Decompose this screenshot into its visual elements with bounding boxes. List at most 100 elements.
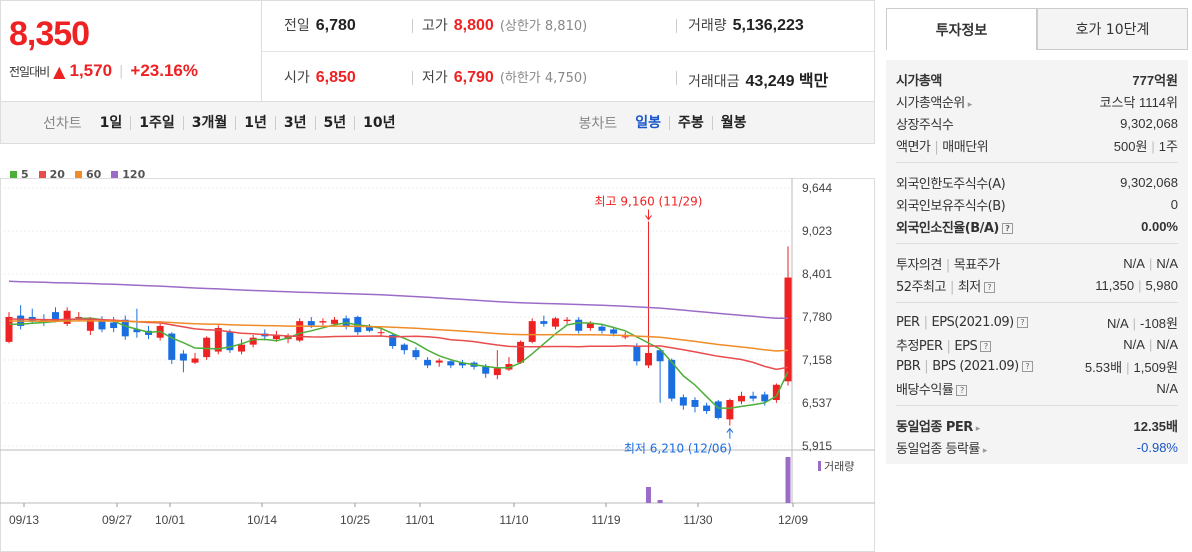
high-annotation: 최고 9,160 (11/29) [594, 194, 702, 208]
info-row: 동일업종 등락률 ▸ -0.98% [896, 436, 1178, 458]
label-text: 상장주식수 [896, 117, 954, 133]
info-section: 투자의견 | 목표주가 N/A | N/A 52주최고 | 최저? 11,350 | 5,980 [896, 244, 1178, 303]
value-part: 11,350 [1095, 277, 1135, 293]
period-line_items-2[interactable]: 3개월 [182, 115, 236, 130]
current-price-box: 8,350 전일대비 ▲ 1,570 | +23.16% [0, 0, 262, 102]
prev-close-label: 전일 [284, 18, 310, 34]
divider: | [1148, 255, 1153, 271]
candle-body [238, 344, 246, 352]
help-icon[interactable]: ? [980, 340, 992, 352]
candle-body [679, 397, 687, 406]
candle-body [737, 395, 745, 402]
chevron-right-icon[interactable]: ▸ [982, 445, 988, 456]
y-tick-label: 7,158 [802, 353, 832, 367]
info-row-value: 코스닥 1114위 [1099, 94, 1178, 110]
info-row: 52주최고 | 최저? 11,350 | 5,980 [896, 274, 1178, 296]
help-icon[interactable]: ? [1021, 360, 1033, 372]
info-section: 시가총액 777억원 시가총액순위 ▸ 코스닥 1114위 상장주식수 9,302,068 액… [896, 60, 1178, 163]
period-line_items-4[interactable]: 3년 [274, 115, 315, 130]
low-arrowhead [726, 427, 734, 433]
divider: | [1148, 336, 1153, 352]
open-price: 시가 6,850 [284, 67, 356, 87]
info-row-value: N/A | -108원 [1107, 313, 1178, 332]
info-row-value: 5.53배 | 1,509원 [1085, 357, 1178, 376]
help-icon[interactable]: ? [983, 281, 995, 293]
x-tick-label: 09/13 [9, 513, 39, 527]
divider [412, 19, 413, 33]
info-row-label: 외국인한도주식수(A) [896, 173, 1006, 192]
volume-bar [645, 487, 651, 503]
period-line_items-1[interactable]: 1주일 [130, 115, 183, 130]
info-row-label: 시가총액 [896, 70, 942, 89]
info-row: 액면가 | 매매단위 500원 | 1주 [896, 134, 1178, 156]
period-candle_items-1[interactable]: 주봉 [668, 115, 712, 130]
value-part: N/A [1123, 255, 1145, 271]
chevron-right-icon[interactable]: ▸ [967, 99, 973, 110]
y-tick-label: 8,401 [802, 267, 832, 281]
candle-chart-label: 봉차트 [578, 115, 618, 132]
tab-investment-info[interactable]: 투자정보 [886, 8, 1037, 50]
label-part: PBR [896, 358, 921, 374]
candle-body [168, 333, 176, 360]
volume-bar [785, 457, 791, 503]
value-part: 5,980 [1145, 277, 1178, 293]
candle-body [5, 316, 13, 342]
divider: | [1132, 315, 1137, 331]
candle-body [226, 332, 234, 351]
candle-body [365, 326, 373, 331]
chevron-right-icon[interactable]: ▸ [975, 423, 981, 434]
value-part: 1주 [1158, 138, 1178, 154]
label-part: 최저 [957, 279, 981, 295]
period-line_items-5[interactable]: 5년 [314, 115, 355, 130]
info-row-label: PER | EPS(2021.09)? [896, 315, 1028, 330]
value-part: N/A [1156, 255, 1178, 271]
volume-legend: 거래량 [818, 458, 854, 474]
info-tabs: 투자정보 호가 10단계 [886, 8, 1188, 50]
candle-body [435, 360, 443, 363]
candle-body [726, 399, 734, 420]
divider: | [946, 338, 951, 354]
info-row-value: 500원 | 1주 [1114, 136, 1178, 155]
y-tick-label: 5,915 [802, 439, 832, 453]
line-period-list: 1일 1주일 3개월 1년 3년 5년 10년 [92, 114, 404, 131]
info-row-label: PBR | BPS (2021.09)? [896, 359, 1033, 374]
ma-legend: 5 20 60 120 [10, 168, 145, 181]
help-icon[interactable]: ? [1001, 222, 1013, 234]
label-text: 동일업종 등락률 [896, 441, 980, 457]
help-icon[interactable]: ? [1016, 316, 1028, 328]
period-candle_items-2[interactable]: 월봉 [711, 115, 755, 130]
info-row-label: 동일업종 등락률 ▸ [896, 438, 987, 457]
open-value: 6,850 [315, 69, 356, 86]
period-line_items-6[interactable]: 10년 [354, 115, 403, 130]
volume-bar [657, 500, 663, 503]
x-tick-label: 11/10 [499, 513, 528, 527]
line-chart-label: 선차트 [43, 115, 82, 132]
info-row-label: 추정PER | EPS? [896, 335, 992, 354]
x-tick-label: 10/25 [340, 513, 370, 527]
candle-body [52, 312, 60, 322]
period-line_items-0[interactable]: 1일 [99, 114, 123, 131]
candle-body [121, 319, 129, 337]
candle-body [377, 332, 385, 334]
period-line_items-3[interactable]: 1년 [235, 115, 275, 130]
info-row: 외국인소진율(B/A)? 0.00% [896, 215, 1178, 237]
x-tick-label: 09/27 [102, 513, 132, 527]
label-part: BPS (2021.09) [932, 358, 1019, 374]
candle-body [319, 321, 327, 323]
low-price: 저가 6,790 (하한가 4,750) [422, 67, 587, 87]
high-price: 고가 8,800 (상한가 8,810) [422, 15, 587, 35]
info-row: 추정PER | EPS? N/A | N/A [896, 333, 1178, 355]
info-row-value: 0 [1170, 196, 1178, 212]
period-candle_items-0[interactable]: 일봉 [635, 114, 661, 131]
candle-body [703, 405, 711, 412]
ma120-line [8, 280, 788, 319]
lower-limit: (하한가 4,750) [499, 71, 588, 86]
candle-body [133, 329, 141, 333]
upper-limit: (상한가 8,810) [499, 19, 588, 34]
divider: | [924, 358, 929, 374]
ma5-line [9, 317, 789, 410]
help-icon[interactable]: ? [956, 384, 968, 396]
tab-order-book[interactable]: 호가 10단계 [1037, 8, 1188, 50]
price-change: 전일대비 ▲ 1,570 | +23.16% [9, 61, 198, 81]
price-info-box: 전일 6,780 고가 8,800 (상한가 8,810) 거래량 5,136,… [262, 0, 875, 102]
